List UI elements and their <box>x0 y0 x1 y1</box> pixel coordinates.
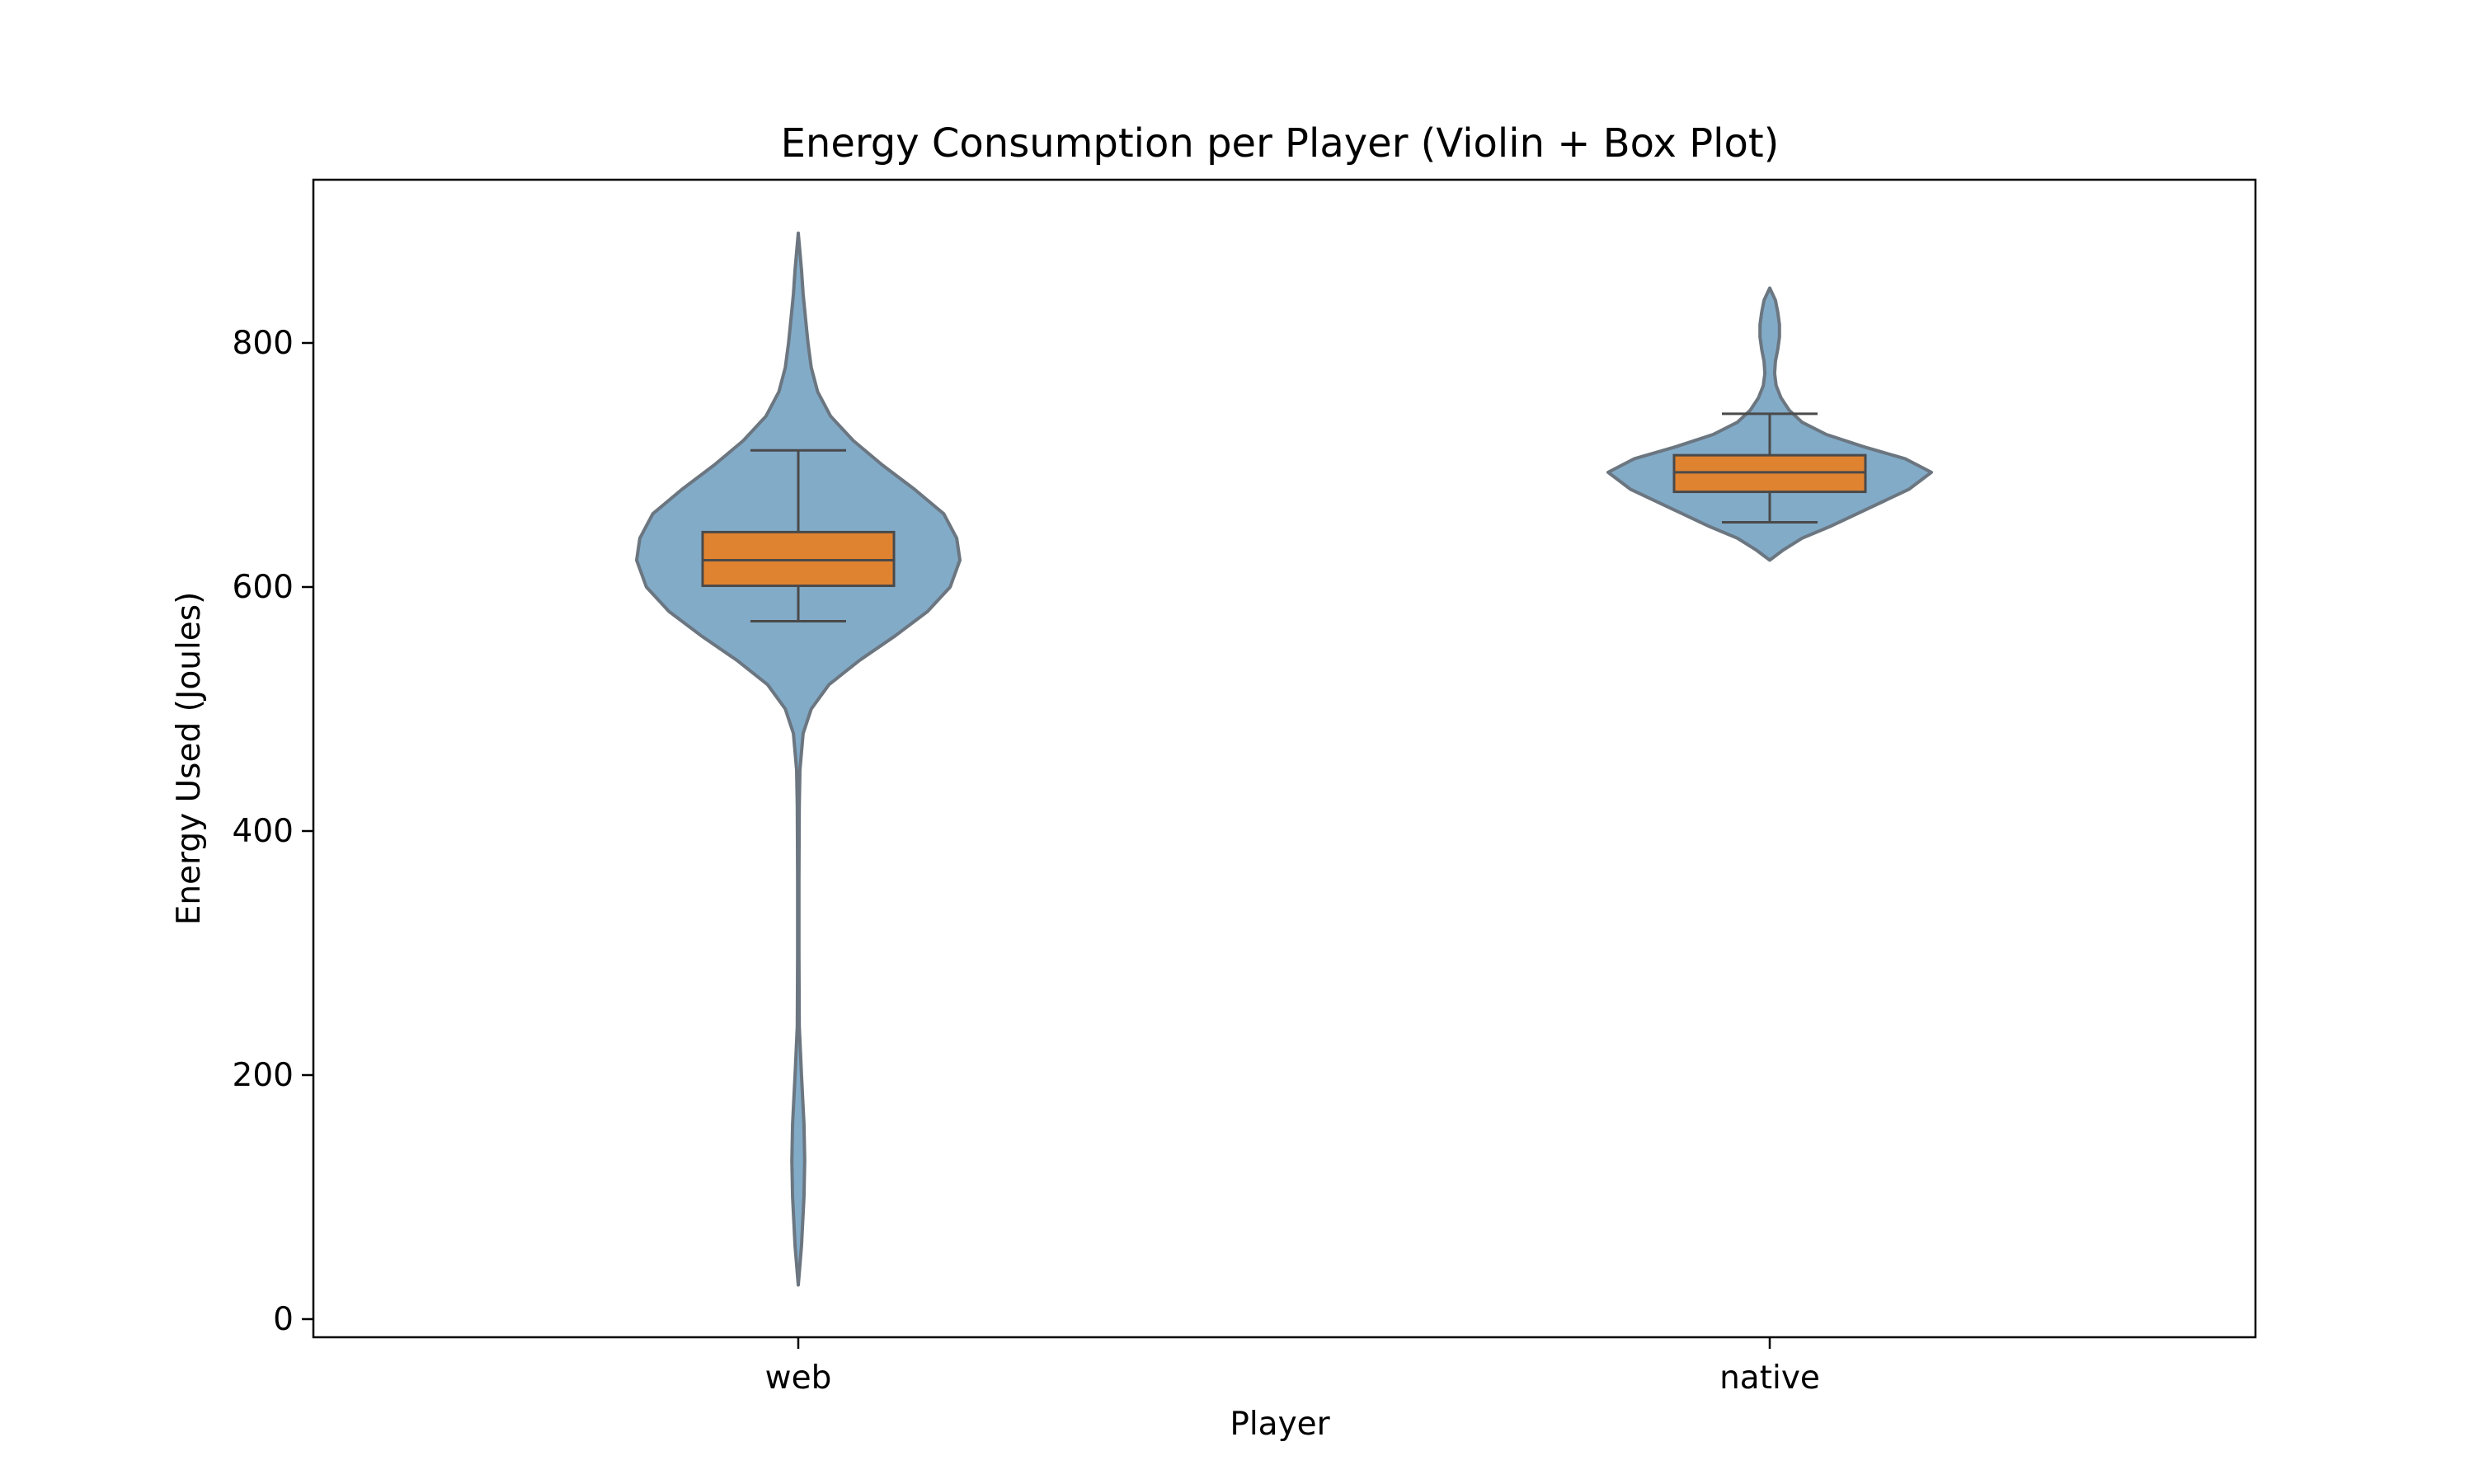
x-tick-label: web <box>765 1360 832 1397</box>
y-tick-label: 800 <box>233 325 294 362</box>
x-axis-label: Player <box>1230 1406 1330 1443</box>
x-axis: web native <box>765 1337 1820 1397</box>
box-plots <box>701 412 1867 622</box>
y-axis: 0 200 400 600 800 <box>233 325 313 1338</box>
y-axis-label: Energy Used (Joules) <box>171 592 208 926</box>
plot-frame <box>312 178 2257 1339</box>
chart-title: Energy Consumption per Player (Violin + … <box>781 120 1780 167</box>
box-plot-native <box>1672 412 1867 524</box>
plot-area <box>312 178 2257 1339</box>
y-tick-label: 600 <box>233 569 294 606</box>
y-tick-label: 200 <box>233 1057 294 1094</box>
violin-web <box>635 231 962 1287</box>
x-tick-label: native <box>1719 1360 1820 1397</box>
y-tick-label: 400 <box>233 813 294 850</box>
y-tick-label: 0 <box>273 1301 294 1338</box>
box-plot-web <box>701 448 896 622</box>
